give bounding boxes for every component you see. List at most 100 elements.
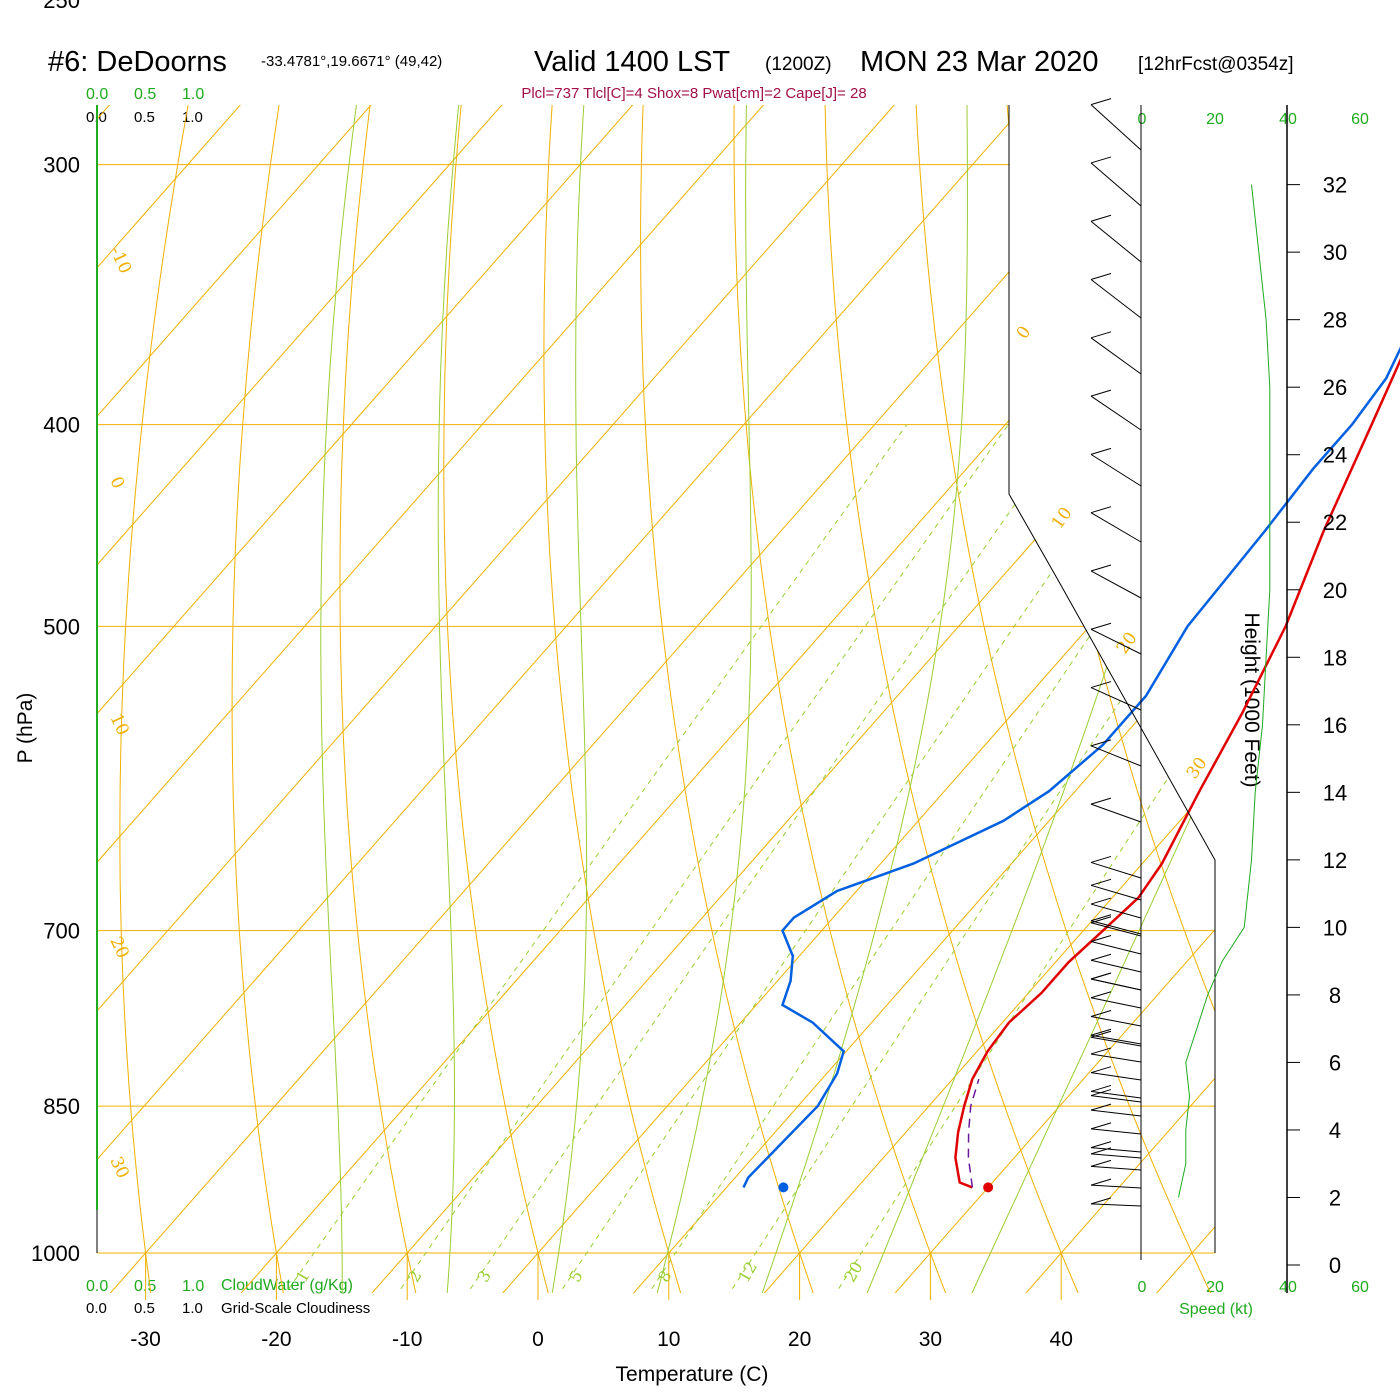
- pressure-tick-label: 1000: [31, 1241, 80, 1266]
- wind-barb-flag: [1090, 916, 1112, 924]
- dry-adiabat: [733, 105, 948, 1293]
- dry-adiabat: [543, 105, 683, 1293]
- height-tick-label: 18: [1323, 645, 1347, 670]
- wind-barb: [1090, 104, 1142, 151]
- height-tick-label: 6: [1329, 1050, 1341, 1075]
- cloudwater-tick-bottom-2: 1.0: [182, 1278, 204, 1295]
- speed-tick-top-2: 40: [1279, 111, 1297, 128]
- moist-adiabat: [969, 105, 1215, 1293]
- wind-barb-flag: [1090, 797, 1112, 805]
- isotherm-label: 0: [1013, 323, 1036, 343]
- cloudiness-tick-top-1: 0.5: [134, 109, 155, 126]
- x-tick-label: -30: [130, 1328, 160, 1351]
- speed-tick-bottom-2: 40: [1279, 1279, 1297, 1296]
- mixing-ratio-label: 20: [840, 1258, 867, 1285]
- mixing-ratio-line: [726, 424, 1215, 1293]
- zulu-time: (1200Z): [765, 54, 832, 75]
- wind-barb-flag: [1090, 1178, 1112, 1186]
- height-tick-label: 10: [1323, 915, 1347, 940]
- wind-barb: [1090, 279, 1142, 319]
- wind-barb-flag: [1090, 1197, 1112, 1205]
- isotherm-line: [97, 105, 1034, 1293]
- pressure-tick-label: 850: [43, 1094, 80, 1119]
- x-tick-label: 30: [919, 1328, 942, 1351]
- wind-barb: [1090, 1095, 1142, 1103]
- speed-tick-bottom-3: 60: [1351, 1279, 1369, 1296]
- wind-barb: [1090, 1203, 1142, 1207]
- wind-barb-flag: [1090, 1122, 1112, 1130]
- wind-barb: [1090, 978, 1142, 991]
- moist-adiabat: [320, 105, 379, 1293]
- isotherm-line: [629, 105, 1215, 1293]
- wind-barb: [1090, 1090, 1142, 1099]
- wind-barb: [1090, 162, 1142, 207]
- height-tick-label: 16: [1323, 713, 1347, 738]
- forecast-date: MON 23 Mar 2020: [860, 46, 1099, 78]
- wind-barb: [1090, 1184, 1142, 1189]
- isotherm-line: [106, 105, 1215, 1293]
- wind-barb: [1090, 941, 1142, 955]
- valid-time: Valid 1400 LST: [534, 46, 730, 78]
- wind-barb: [1090, 959, 1142, 973]
- wind-barb-flag: [1090, 897, 1112, 905]
- x-tick-label: 0: [532, 1328, 544, 1351]
- wind-barb-flag: [1090, 991, 1112, 999]
- wind-barb-flag: [1090, 855, 1112, 863]
- moist-adiabat: [437, 105, 476, 1293]
- wind-barb-flag: [1090, 1028, 1112, 1036]
- wind-barb-flag: [1090, 681, 1112, 689]
- isotherm-label: 20: [105, 934, 132, 962]
- height-tick-label: 2: [1329, 1185, 1341, 1210]
- x-tick-label: 20: [788, 1328, 811, 1351]
- wind-barb-flag: [1090, 389, 1112, 397]
- speed-tick-bottom-1: 20: [1206, 1279, 1224, 1296]
- cloudwater-tick-top-2: 1.0: [182, 86, 204, 103]
- wind-barb-flag: [1090, 98, 1112, 106]
- height-axis-label: Height (1000 Feet): [1240, 612, 1263, 787]
- height-tick-label: 28: [1323, 308, 1347, 333]
- wind-barb: [1090, 803, 1142, 823]
- moist-adiabat: [760, 105, 968, 1293]
- x-axis-label: Temperature (C): [616, 1363, 769, 1386]
- speed-tick-top-3: 60: [1351, 111, 1369, 128]
- cloudiness-tick-bottom-0: 0.0: [86, 1300, 107, 1317]
- isotherm-label: 10: [105, 711, 132, 739]
- moist-adiabat: [551, 105, 596, 1293]
- dry-adiabat: [339, 105, 418, 1293]
- isotherm-line: [1152, 105, 1215, 1293]
- wind-barb: [1090, 1128, 1142, 1135]
- wind-barb: [1090, 453, 1142, 487]
- wind-barb: [1090, 922, 1142, 937]
- temperature-profile: [954, 358, 1400, 1189]
- dry-adiabat: [119, 105, 217, 1293]
- speed-tick-bottom-0: 0: [1138, 1279, 1147, 1296]
- mixing-ratio-label: 3: [473, 1267, 495, 1285]
- wind-barb: [1090, 1036, 1142, 1047]
- wind-barb: [1090, 1109, 1142, 1117]
- mixing-ratio-line: [464, 424, 1072, 1293]
- mixing-ratio-label: 12: [734, 1258, 761, 1285]
- isotherm-line: [368, 105, 1215, 1293]
- wind-barb-flag: [1090, 1009, 1112, 1017]
- cloudwater-tick-top-1: 0.5: [134, 86, 156, 103]
- wind-barb-flag: [1090, 1066, 1112, 1074]
- wind-barb: [1090, 337, 1142, 375]
- moist-adiabat: [655, 105, 752, 1293]
- pressure-tick-label: 500: [43, 614, 80, 639]
- wind-barb-flag: [1090, 739, 1112, 747]
- speed-tick-top-1: 20: [1206, 111, 1224, 128]
- wind-barb-flag: [1090, 506, 1112, 514]
- isotherm-label: 30: [105, 1154, 132, 1182]
- height-tick-label: 32: [1323, 173, 1347, 198]
- cloudiness-label: Grid-Scale Cloudiness: [221, 1300, 370, 1317]
- isotherm-label: 20: [1113, 629, 1142, 658]
- cloudwater-label: CloudWater (g/Kg): [221, 1277, 353, 1294]
- wind-barb: [1090, 920, 1142, 935]
- wind-barb-flag: [1090, 622, 1112, 630]
- dry-adiabat: [443, 105, 550, 1293]
- wind-speed-profile: [1178, 184, 1271, 1198]
- wind-barb-flag: [1090, 447, 1112, 455]
- wind-barb-flag: [1090, 972, 1112, 980]
- pressure-tick-label: 700: [43, 919, 80, 944]
